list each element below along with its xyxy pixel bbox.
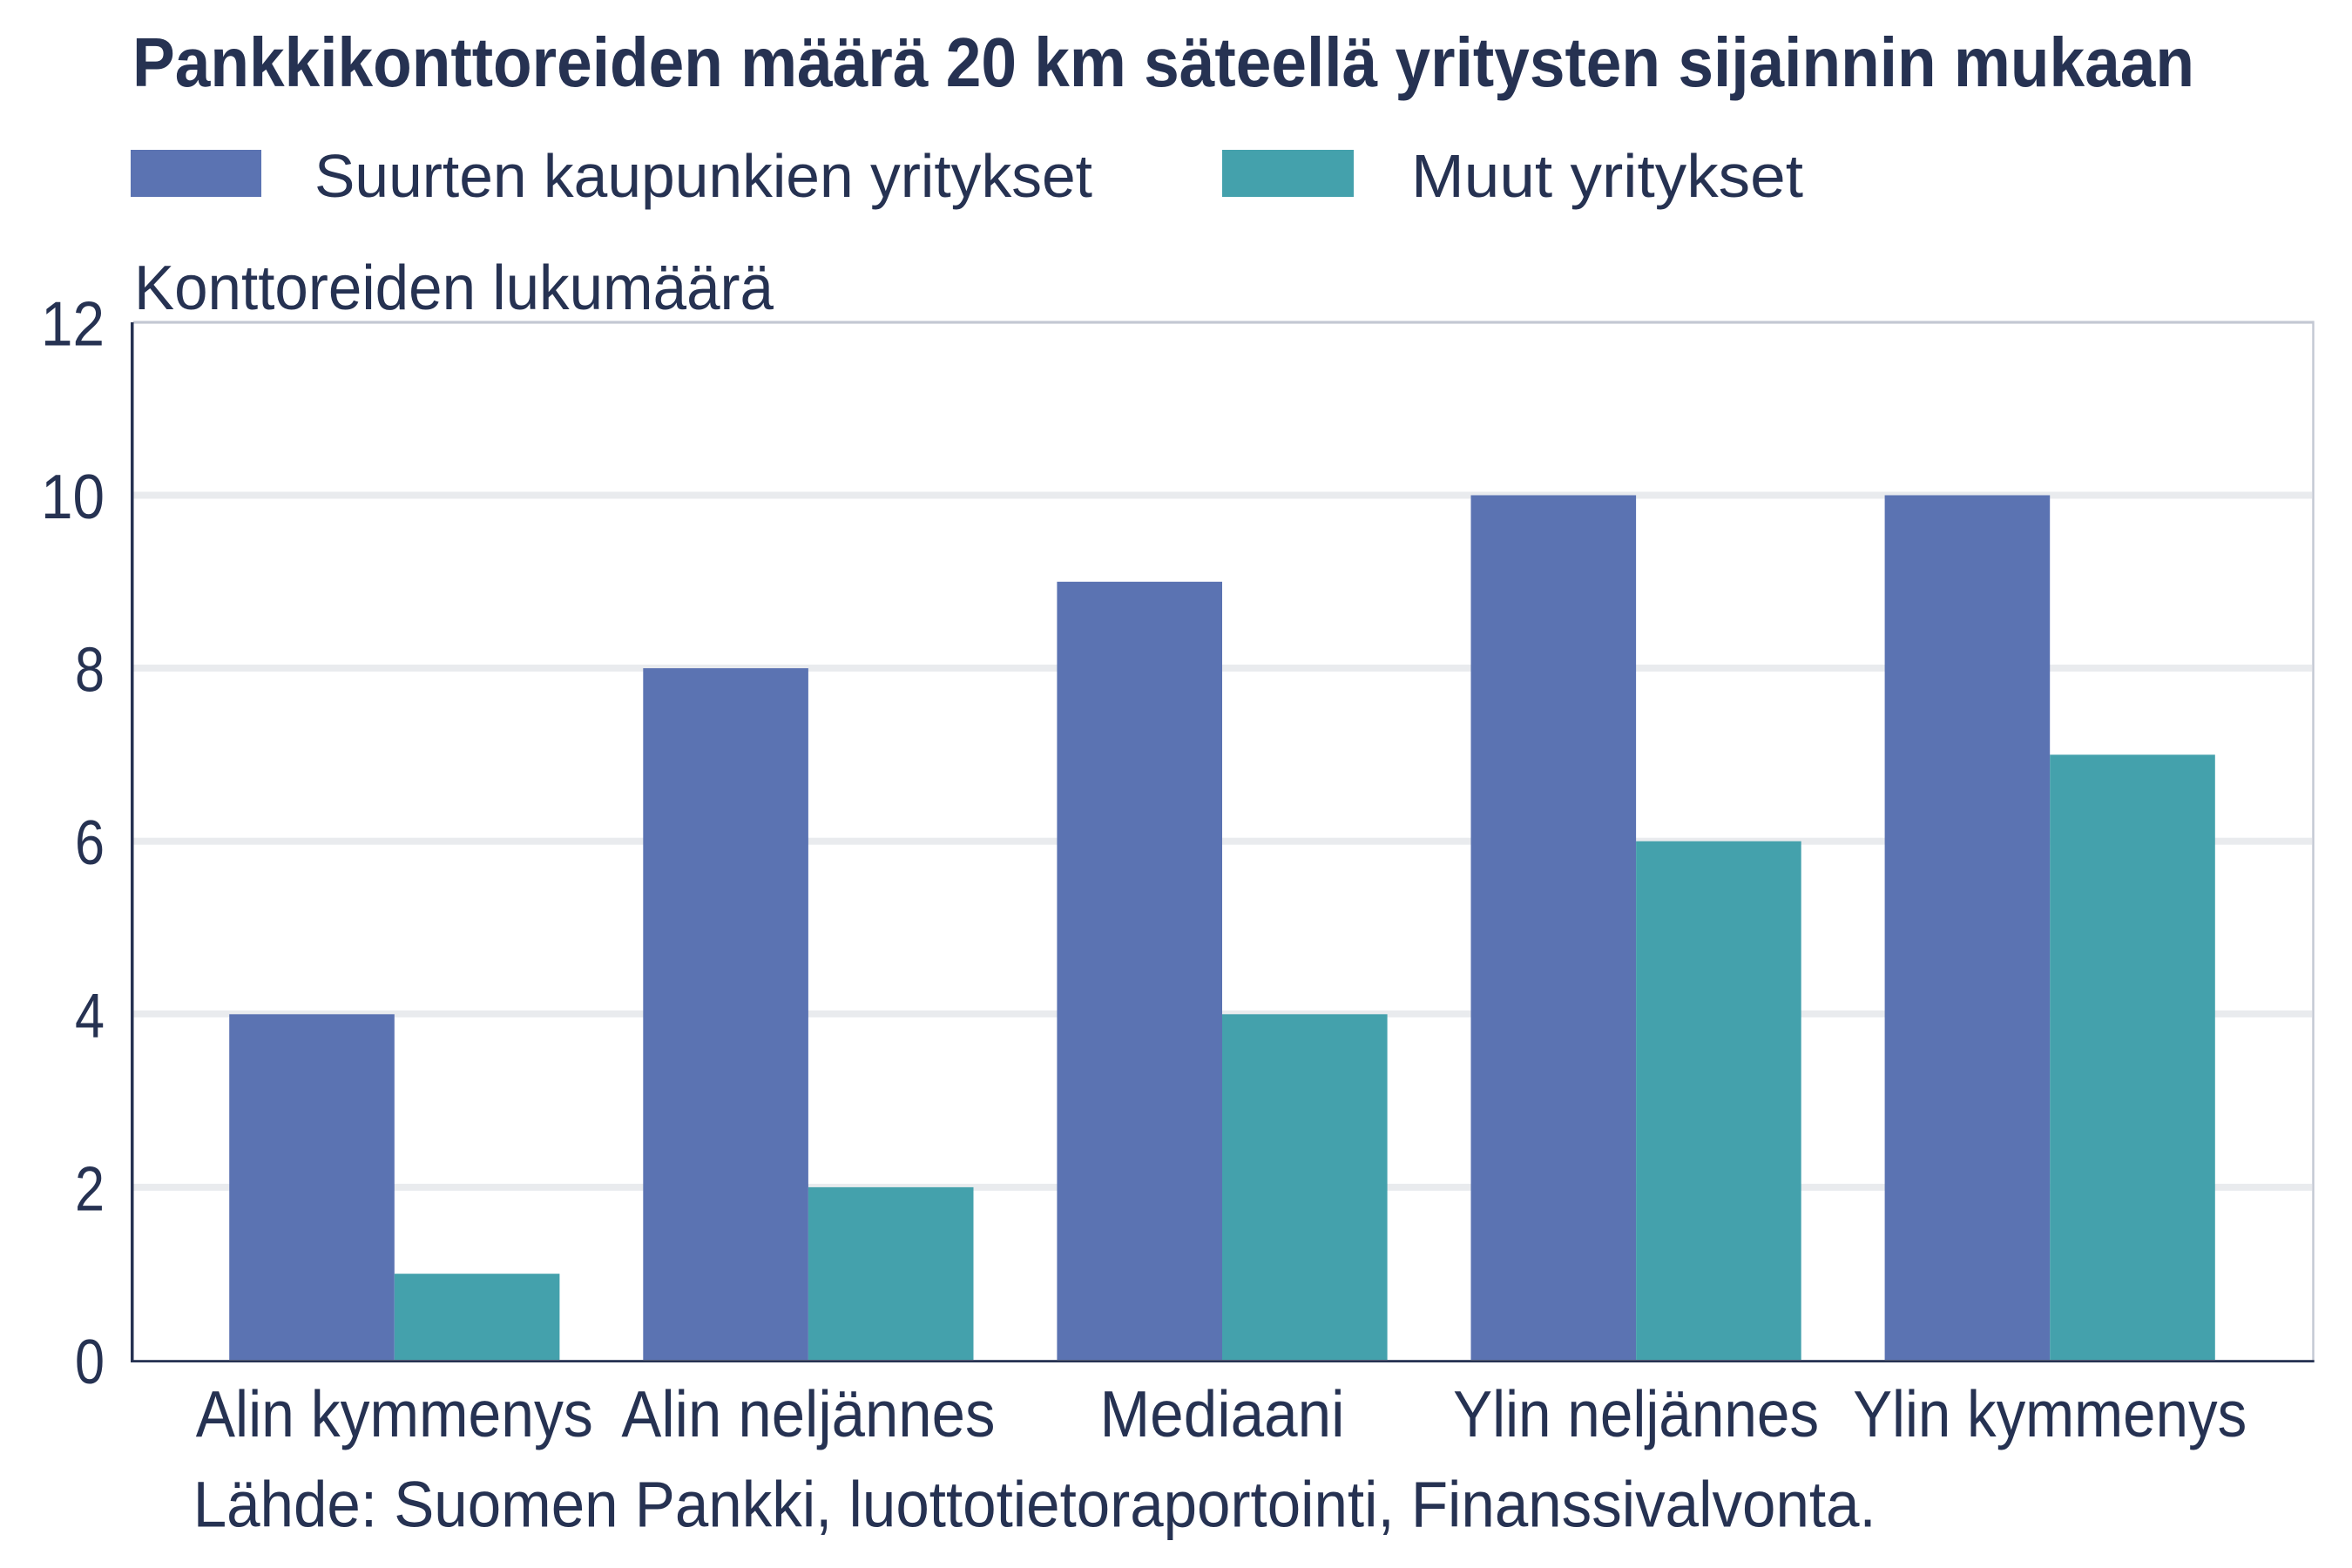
svg-text:Konttoreiden lukumäärä: Konttoreiden lukumäärä (134, 253, 774, 323)
svg-text:12: 12 (41, 289, 105, 360)
svg-text:6: 6 (75, 808, 105, 878)
svg-text:Pankkikonttoreiden määrä 20 km: Pankkikonttoreiden määrä 20 km säteellä … (132, 24, 2194, 101)
svg-text:2: 2 (75, 1153, 105, 1224)
svg-text:4: 4 (75, 981, 105, 1051)
svg-text:8: 8 (75, 634, 105, 705)
svg-text:Ylin neljännes: Ylin neljännes (1453, 1377, 1819, 1450)
svg-text:Muut yritykset: Muut yritykset (1411, 142, 1803, 210)
svg-text:Lähde: Suomen Pankki, luottoti: Lähde: Suomen Pankki, luottotietoraporto… (193, 1469, 1876, 1541)
svg-text:10: 10 (41, 462, 105, 532)
svg-text:Ylin kymmenys: Ylin kymmenys (1853, 1377, 2247, 1450)
svg-text:Alin kymmenys: Alin kymmenys (196, 1377, 593, 1450)
svg-text:Mediaani: Mediaani (1100, 1377, 1345, 1450)
svg-text:Suurten kaupunkien yritykset: Suurten kaupunkien yritykset (314, 142, 1092, 210)
svg-text:0: 0 (75, 1327, 105, 1397)
svg-text:Alin neljännes: Alin neljännes (621, 1377, 995, 1450)
